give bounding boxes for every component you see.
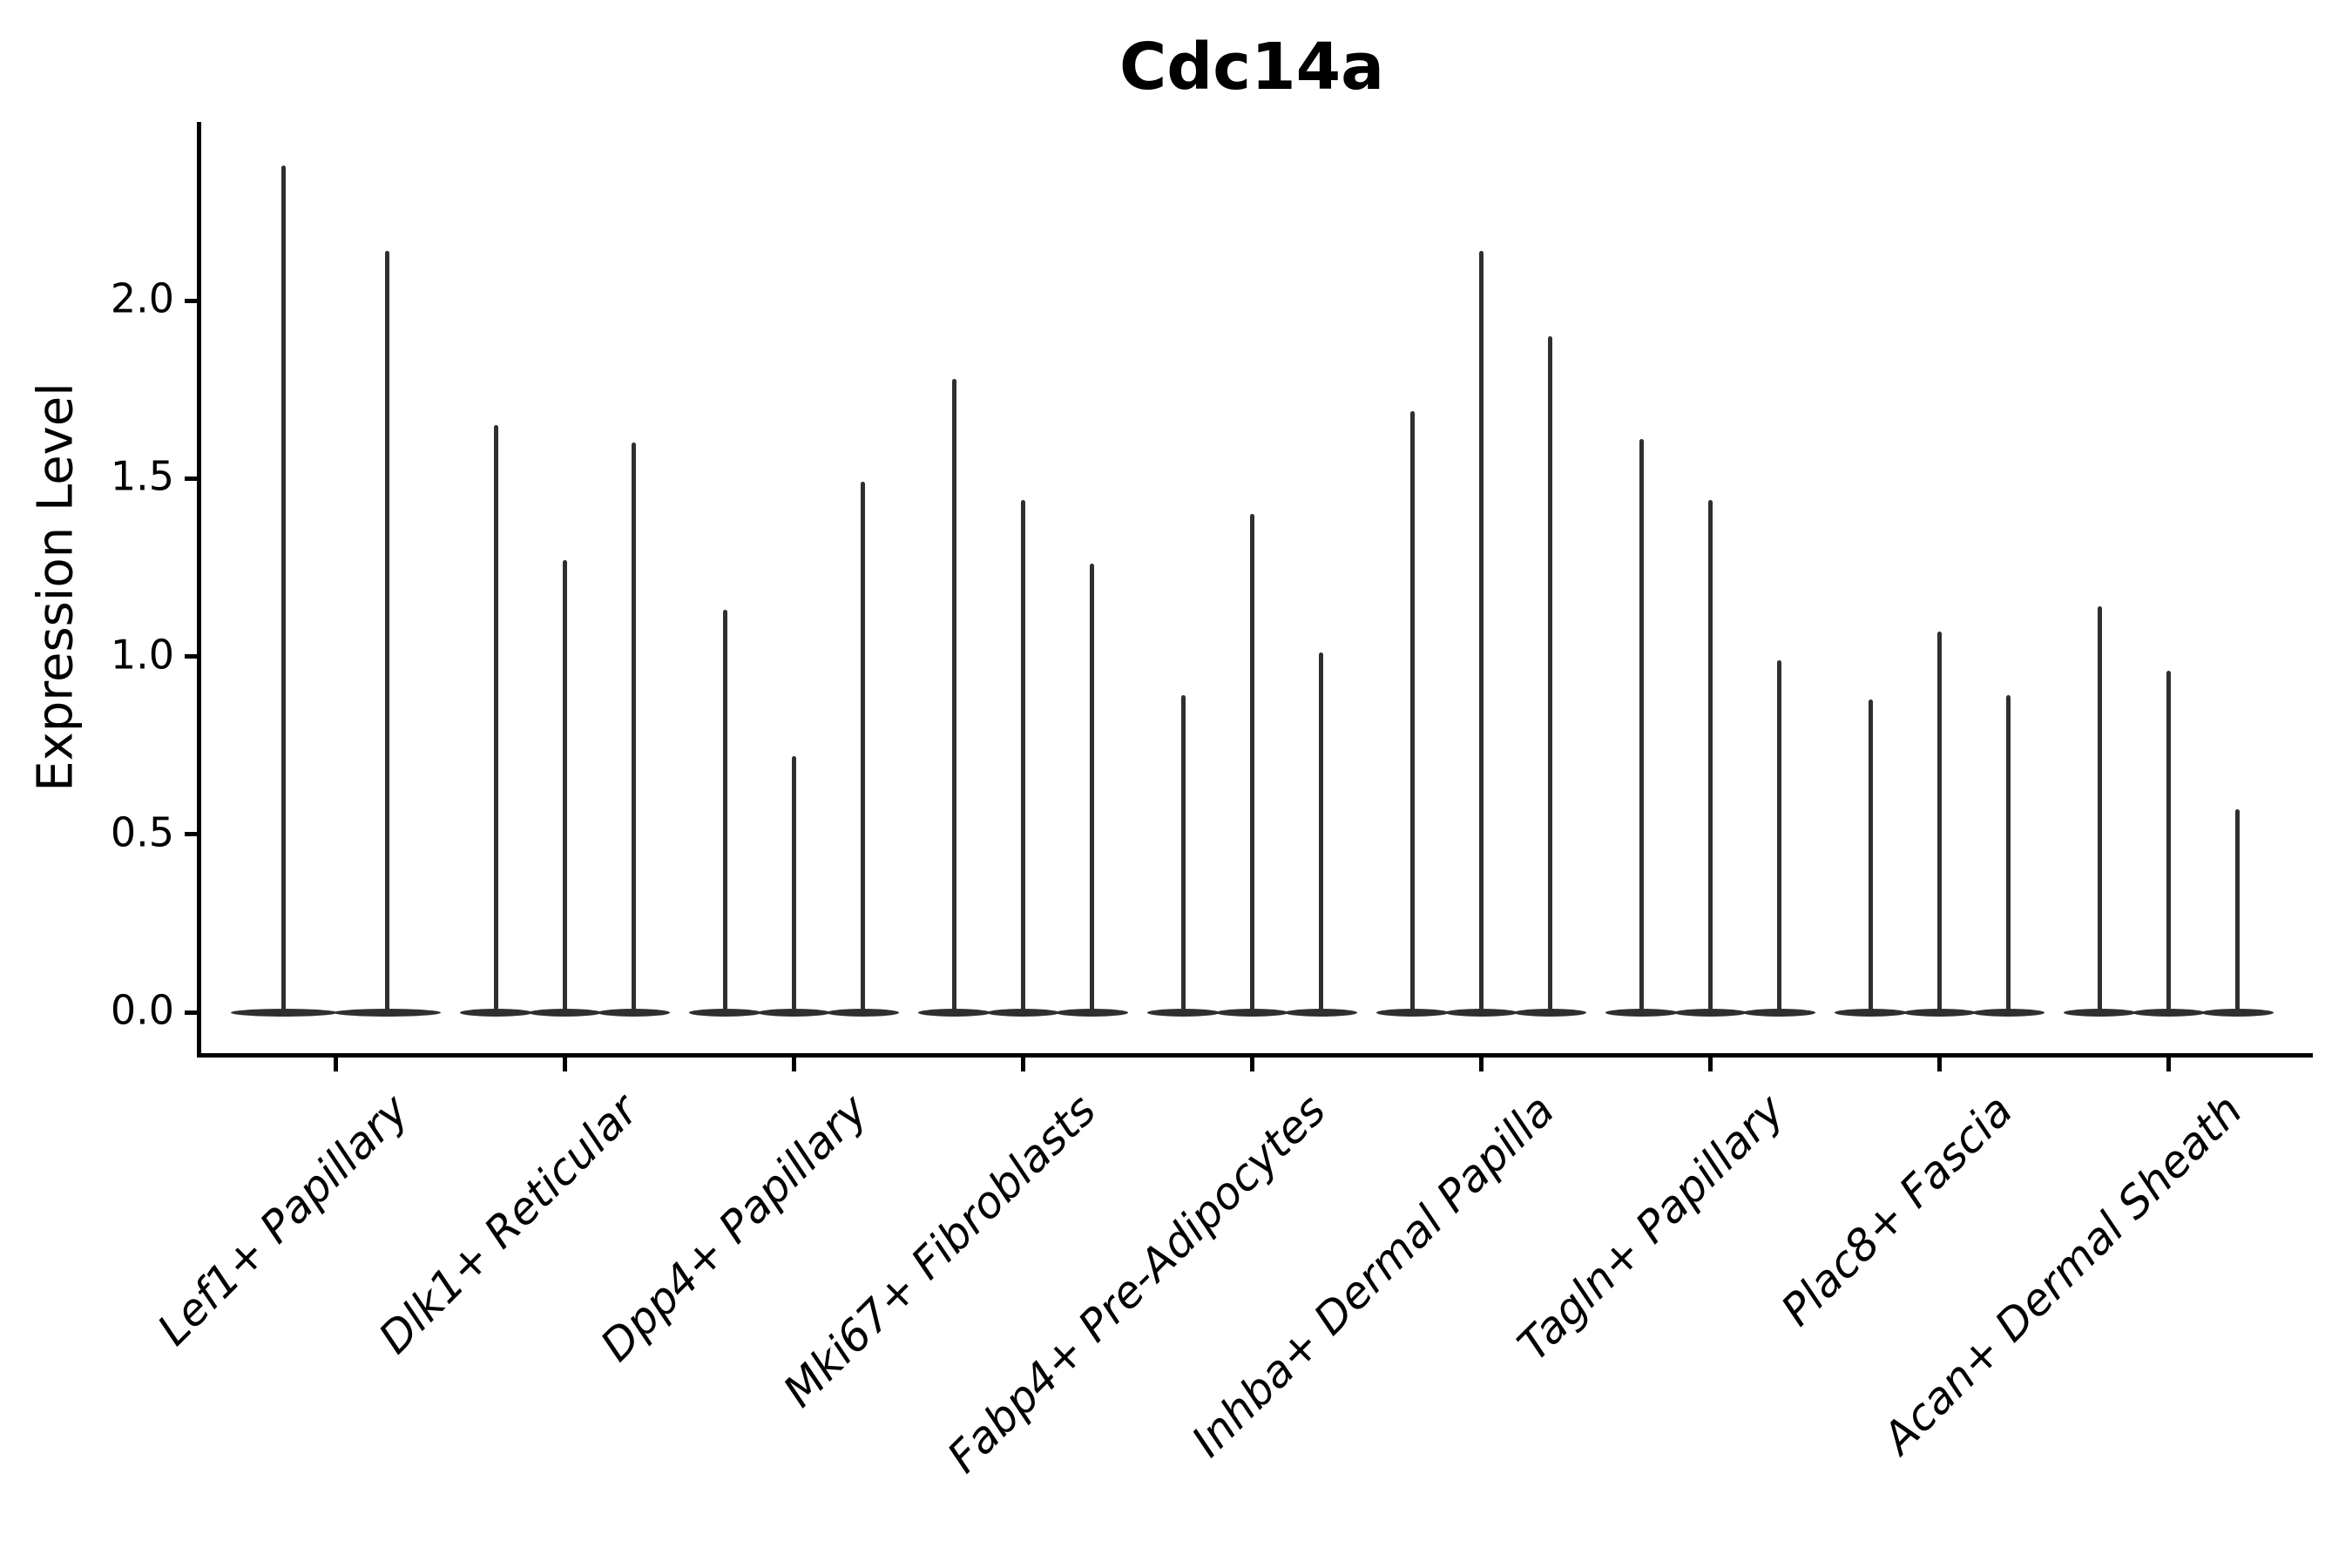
y-tick-label: 2.0: [110, 274, 174, 322]
violin-spike: [1410, 410, 1415, 1014]
chart-title: Cdc14a: [1119, 30, 1385, 105]
x-tick-mark: [562, 1057, 567, 1071]
y-tick-mark: [185, 832, 197, 837]
violin-spike: [1180, 695, 1186, 1014]
y-tick-label: 0.5: [110, 808, 174, 856]
violin-spike: [384, 250, 389, 1014]
violin-spike: [562, 560, 567, 1014]
violin-spike: [1249, 514, 1254, 1014]
y-tick-label: 1.0: [110, 630, 174, 678]
x-tick-mark: [1937, 1057, 1943, 1071]
x-tick-mark: [1708, 1057, 1713, 1071]
x-tick-label: Fabp4+ Pre-Adipocytes: [937, 1085, 1335, 1483]
x-tick-mark: [333, 1057, 338, 1071]
x-tick-mark: [791, 1057, 796, 1071]
y-axis-label: Expression Level: [27, 382, 84, 792]
x-tick-mark: [2166, 1057, 2172, 1071]
violin-spike: [1318, 652, 1323, 1014]
x-tick-mark: [1479, 1057, 1484, 1071]
violin-spike: [2098, 606, 2103, 1014]
x-tick-label: Lef1+ Papillary: [148, 1085, 419, 1355]
y-tick-mark: [185, 1010, 197, 1015]
violin-spike: [1869, 699, 1874, 1014]
violin-spike: [2235, 809, 2240, 1014]
violin-spike: [1020, 499, 1025, 1014]
x-tick-mark: [1020, 1057, 1025, 1071]
violin-spike: [1937, 631, 1943, 1014]
violin-spike: [1708, 499, 1713, 1014]
y-tick-label: 1.5: [110, 452, 174, 500]
violin-spike: [493, 424, 498, 1014]
violin-spike: [951, 378, 956, 1014]
violin-spike: [1777, 659, 1782, 1014]
violin-spike: [791, 755, 796, 1014]
violin-spike: [631, 443, 636, 1014]
x-tick-mark: [1249, 1057, 1254, 1071]
y-tick-label: 0.0: [110, 986, 174, 1034]
violin-spike: [1089, 564, 1094, 1014]
violin-spike: [2006, 695, 2011, 1014]
x-tick-label: Plac8+ Fascia: [1772, 1085, 2024, 1336]
violin-spike: [1639, 439, 1645, 1014]
violin-spike: [1548, 335, 1552, 1014]
violin-spike: [860, 482, 865, 1014]
y-tick-mark: [185, 476, 197, 481]
plot-panel: [197, 122, 2313, 1058]
violin-spike: [722, 610, 727, 1014]
violin-spike: [1479, 250, 1484, 1014]
y-tick-mark: [185, 654, 197, 659]
violin-spike: [281, 165, 287, 1014]
y-tick-mark: [185, 298, 197, 303]
violin-spike: [2166, 670, 2172, 1014]
